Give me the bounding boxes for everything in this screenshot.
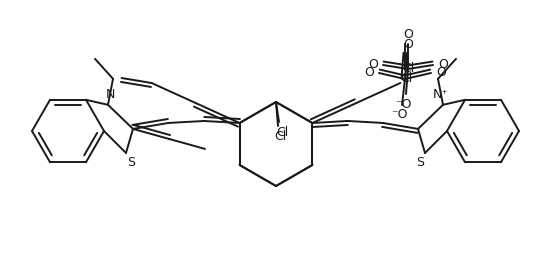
Text: O: O: [438, 59, 448, 71]
Text: Cl: Cl: [274, 131, 286, 143]
Text: S: S: [416, 155, 424, 169]
Text: O: O: [436, 66, 446, 78]
Text: O: O: [364, 66, 374, 78]
Text: ⁻O: ⁻O: [395, 97, 411, 110]
Text: O: O: [368, 59, 378, 71]
Text: S: S: [127, 155, 135, 169]
Text: Cl: Cl: [276, 126, 288, 138]
Text: Cl: Cl: [400, 73, 412, 85]
Text: O: O: [403, 28, 413, 42]
Text: N: N: [105, 88, 115, 101]
Text: N⁺: N⁺: [433, 88, 449, 101]
Text: ⁻O: ⁻O: [391, 109, 407, 121]
Text: Cl: Cl: [402, 62, 414, 76]
Text: O: O: [403, 37, 413, 50]
